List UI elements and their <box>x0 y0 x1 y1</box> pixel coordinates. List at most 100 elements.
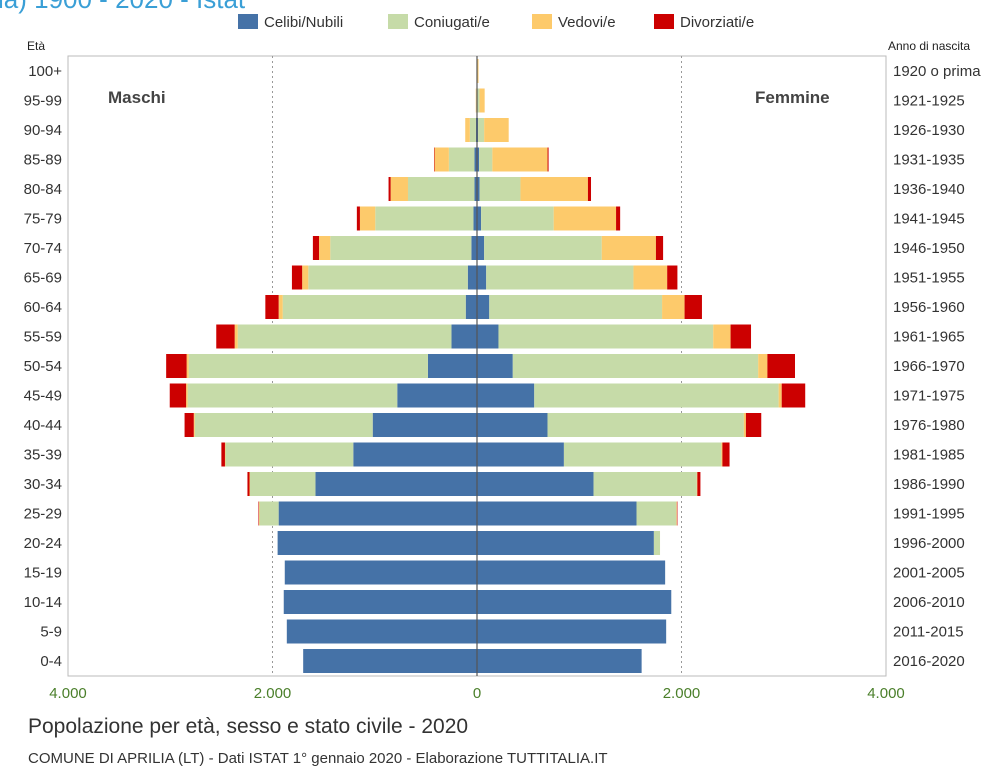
bar-female-25-29-vedovi-e <box>676 501 677 526</box>
birth-year-label-17: 2001-2005 <box>893 565 965 582</box>
legend-label-vedovi-e: Vedovi/e <box>558 14 616 31</box>
bar-male-80-84-divorziati-e <box>388 177 391 201</box>
age-label-55-59: 55-59 <box>24 329 62 346</box>
bar-female-25-29-celibi-nubili <box>477 501 637 526</box>
age-label-30-34: 30-34 <box>24 476 62 493</box>
bar-female-75-79-celibi-nubili <box>477 206 482 231</box>
bar-male-40-44-coniugati-e <box>194 413 373 437</box>
bar-female-30-34-coniugati-e <box>593 472 697 496</box>
bar-female-35-39-celibi-nubili <box>477 442 564 467</box>
bar-male-70-74-divorziati-e <box>312 236 320 260</box>
legend-swatch-divorziati-e <box>654 14 674 29</box>
birth-year-label-15: 1991-1995 <box>893 506 965 523</box>
legend-swatch-coniugati-e <box>388 14 408 29</box>
bar-male-50-54-divorziati-e <box>166 354 187 378</box>
bar-male-45-49-divorziati-e <box>169 383 187 408</box>
birth-year-label-11: 1971-1975 <box>893 388 965 405</box>
bar-male-65-69-celibi-nubili <box>467 265 477 290</box>
bar-male-35-39-vedovi-e <box>224 442 226 467</box>
x-axis-ticks: 4.000 2.000 0 2.000 4.000 <box>49 685 905 702</box>
bar-male-45-49-vedovi-e <box>186 383 188 408</box>
bar-male-80-84-coniugati-e <box>407 177 475 201</box>
bar-male-80-84-celibi-nubili <box>474 177 477 201</box>
bar-female-85-89-coniugati-e <box>479 147 493 172</box>
bar-male-50-54-coniugati-e <box>188 354 428 378</box>
bar-male-55-59-coniugati-e <box>237 324 452 349</box>
age-label-40-44: 40-44 <box>24 417 62 434</box>
birth-year-label-10: 1966-1970 <box>893 358 965 375</box>
bar-male-65-69-coniugati-e <box>308 265 468 290</box>
birth-year-label-3: 1931-1935 <box>893 152 965 169</box>
legend-swatch-vedovi-e <box>532 14 552 29</box>
bar-female-60-64-divorziati-e <box>684 295 702 319</box>
age-label-95-99: 95-99 <box>24 93 62 110</box>
bar-female-55-59-vedovi-e <box>713 324 731 349</box>
birth-year-label-19: 2011-2015 <box>893 624 964 641</box>
bar-female-80-84-vedovi-e <box>520 177 588 201</box>
bar-female-75-79-divorziati-e <box>616 206 621 231</box>
age-label-80-84: 80-84 <box>24 181 62 198</box>
bar-female-15-19-celibi-nubili <box>477 560 666 585</box>
bar-male-70-74-celibi-nubili <box>471 236 477 260</box>
bar-female-35-39-coniugati-e <box>563 442 722 467</box>
male-side-label: Maschi <box>108 88 166 107</box>
bar-female-75-79-coniugati-e <box>481 206 554 231</box>
age-label-5-9: 5-9 <box>40 624 62 641</box>
birth-year-label-18: 2006-2010 <box>893 594 965 611</box>
bar-female-30-34-celibi-nubili <box>477 472 594 496</box>
bar-female-60-64-vedovi-e <box>662 295 685 319</box>
bar-female-85-89-vedovi-e <box>492 147 548 172</box>
bar-male-85-89-coniugati-e <box>448 147 475 172</box>
bar-female-35-39-vedovi-e <box>721 442 723 467</box>
bar-female-90-94-coniugati-e <box>478 118 485 142</box>
bar-male-95-99-vedovi-e <box>475 88 477 113</box>
bar-male-60-64-divorziati-e <box>265 295 279 319</box>
age-label-45-49: 45-49 <box>24 388 62 405</box>
bar-female-65-69-divorziati-e <box>667 265 678 290</box>
bar-male-70-74-coniugati-e <box>330 236 472 260</box>
bar-female-45-49-celibi-nubili <box>477 383 535 408</box>
bar-female-45-49-coniugati-e <box>534 383 779 408</box>
birth-year-label-4: 1936-1940 <box>893 181 965 198</box>
birth-year-label-5: 1941-1945 <box>893 211 965 228</box>
female-side-label: Femmine <box>755 88 830 107</box>
bar-female-80-84-divorziati-e <box>587 177 592 201</box>
x-tick-label-0: 0 <box>473 685 481 702</box>
bar-male-60-64-vedovi-e <box>278 295 283 319</box>
x-tick-label--4000: 4.000 <box>49 685 87 702</box>
bars-layer <box>166 56 806 676</box>
bar-male-25-29-divorziati-e <box>258 501 260 526</box>
birth-year-label-8: 1956-1960 <box>893 299 965 316</box>
bar-male-0-4-celibi-nubili <box>303 649 477 673</box>
age-label-90-94: 90-94 <box>24 122 62 139</box>
bar-female-65-69-coniugati-e <box>486 265 634 290</box>
header-partial-text: ia) 1900 - 2020 - Istat <box>0 0 246 14</box>
bar-female-60-64-coniugati-e <box>489 295 663 319</box>
age-label-10-14: 10-14 <box>24 594 62 611</box>
x-tick-label-4000: 4.000 <box>867 685 905 702</box>
birth-year-label-12: 1976-1980 <box>893 417 965 434</box>
bar-female-80-84-celibi-nubili <box>477 177 480 201</box>
bar-male-5-9-celibi-nubili <box>286 619 477 644</box>
bar-male-30-34-vedovi-e <box>249 472 251 496</box>
age-label-60-64: 60-64 <box>24 299 62 316</box>
bar-male-50-54-celibi-nubili <box>427 354 477 378</box>
x-tick-label--2000: 2.000 <box>254 685 292 702</box>
bar-male-55-59-vedovi-e <box>234 324 238 349</box>
age-label-20-24: 20-24 <box>24 535 62 552</box>
age-label-50-54: 50-54 <box>24 358 62 375</box>
bar-male-30-34-coniugati-e <box>250 472 316 496</box>
bar-male-55-59-celibi-nubili <box>451 324 477 349</box>
bar-male-85-89-vedovi-e <box>434 147 449 172</box>
bar-male-30-34-celibi-nubili <box>315 472 477 496</box>
bar-female-90-94-vedovi-e <box>484 118 509 142</box>
bar-male-85-89-divorziati-e <box>434 147 435 172</box>
bar-male-45-49-celibi-nubili <box>397 383 477 408</box>
bar-female-10-14-celibi-nubili <box>477 590 672 614</box>
bar-male-65-69-divorziati-e <box>291 265 303 290</box>
birth-year-label-2: 1926-1930 <box>893 122 965 139</box>
bar-male-15-19-celibi-nubili <box>284 560 477 585</box>
age-label-35-39: 35-39 <box>24 447 62 464</box>
bar-male-35-39-divorziati-e <box>221 442 225 467</box>
